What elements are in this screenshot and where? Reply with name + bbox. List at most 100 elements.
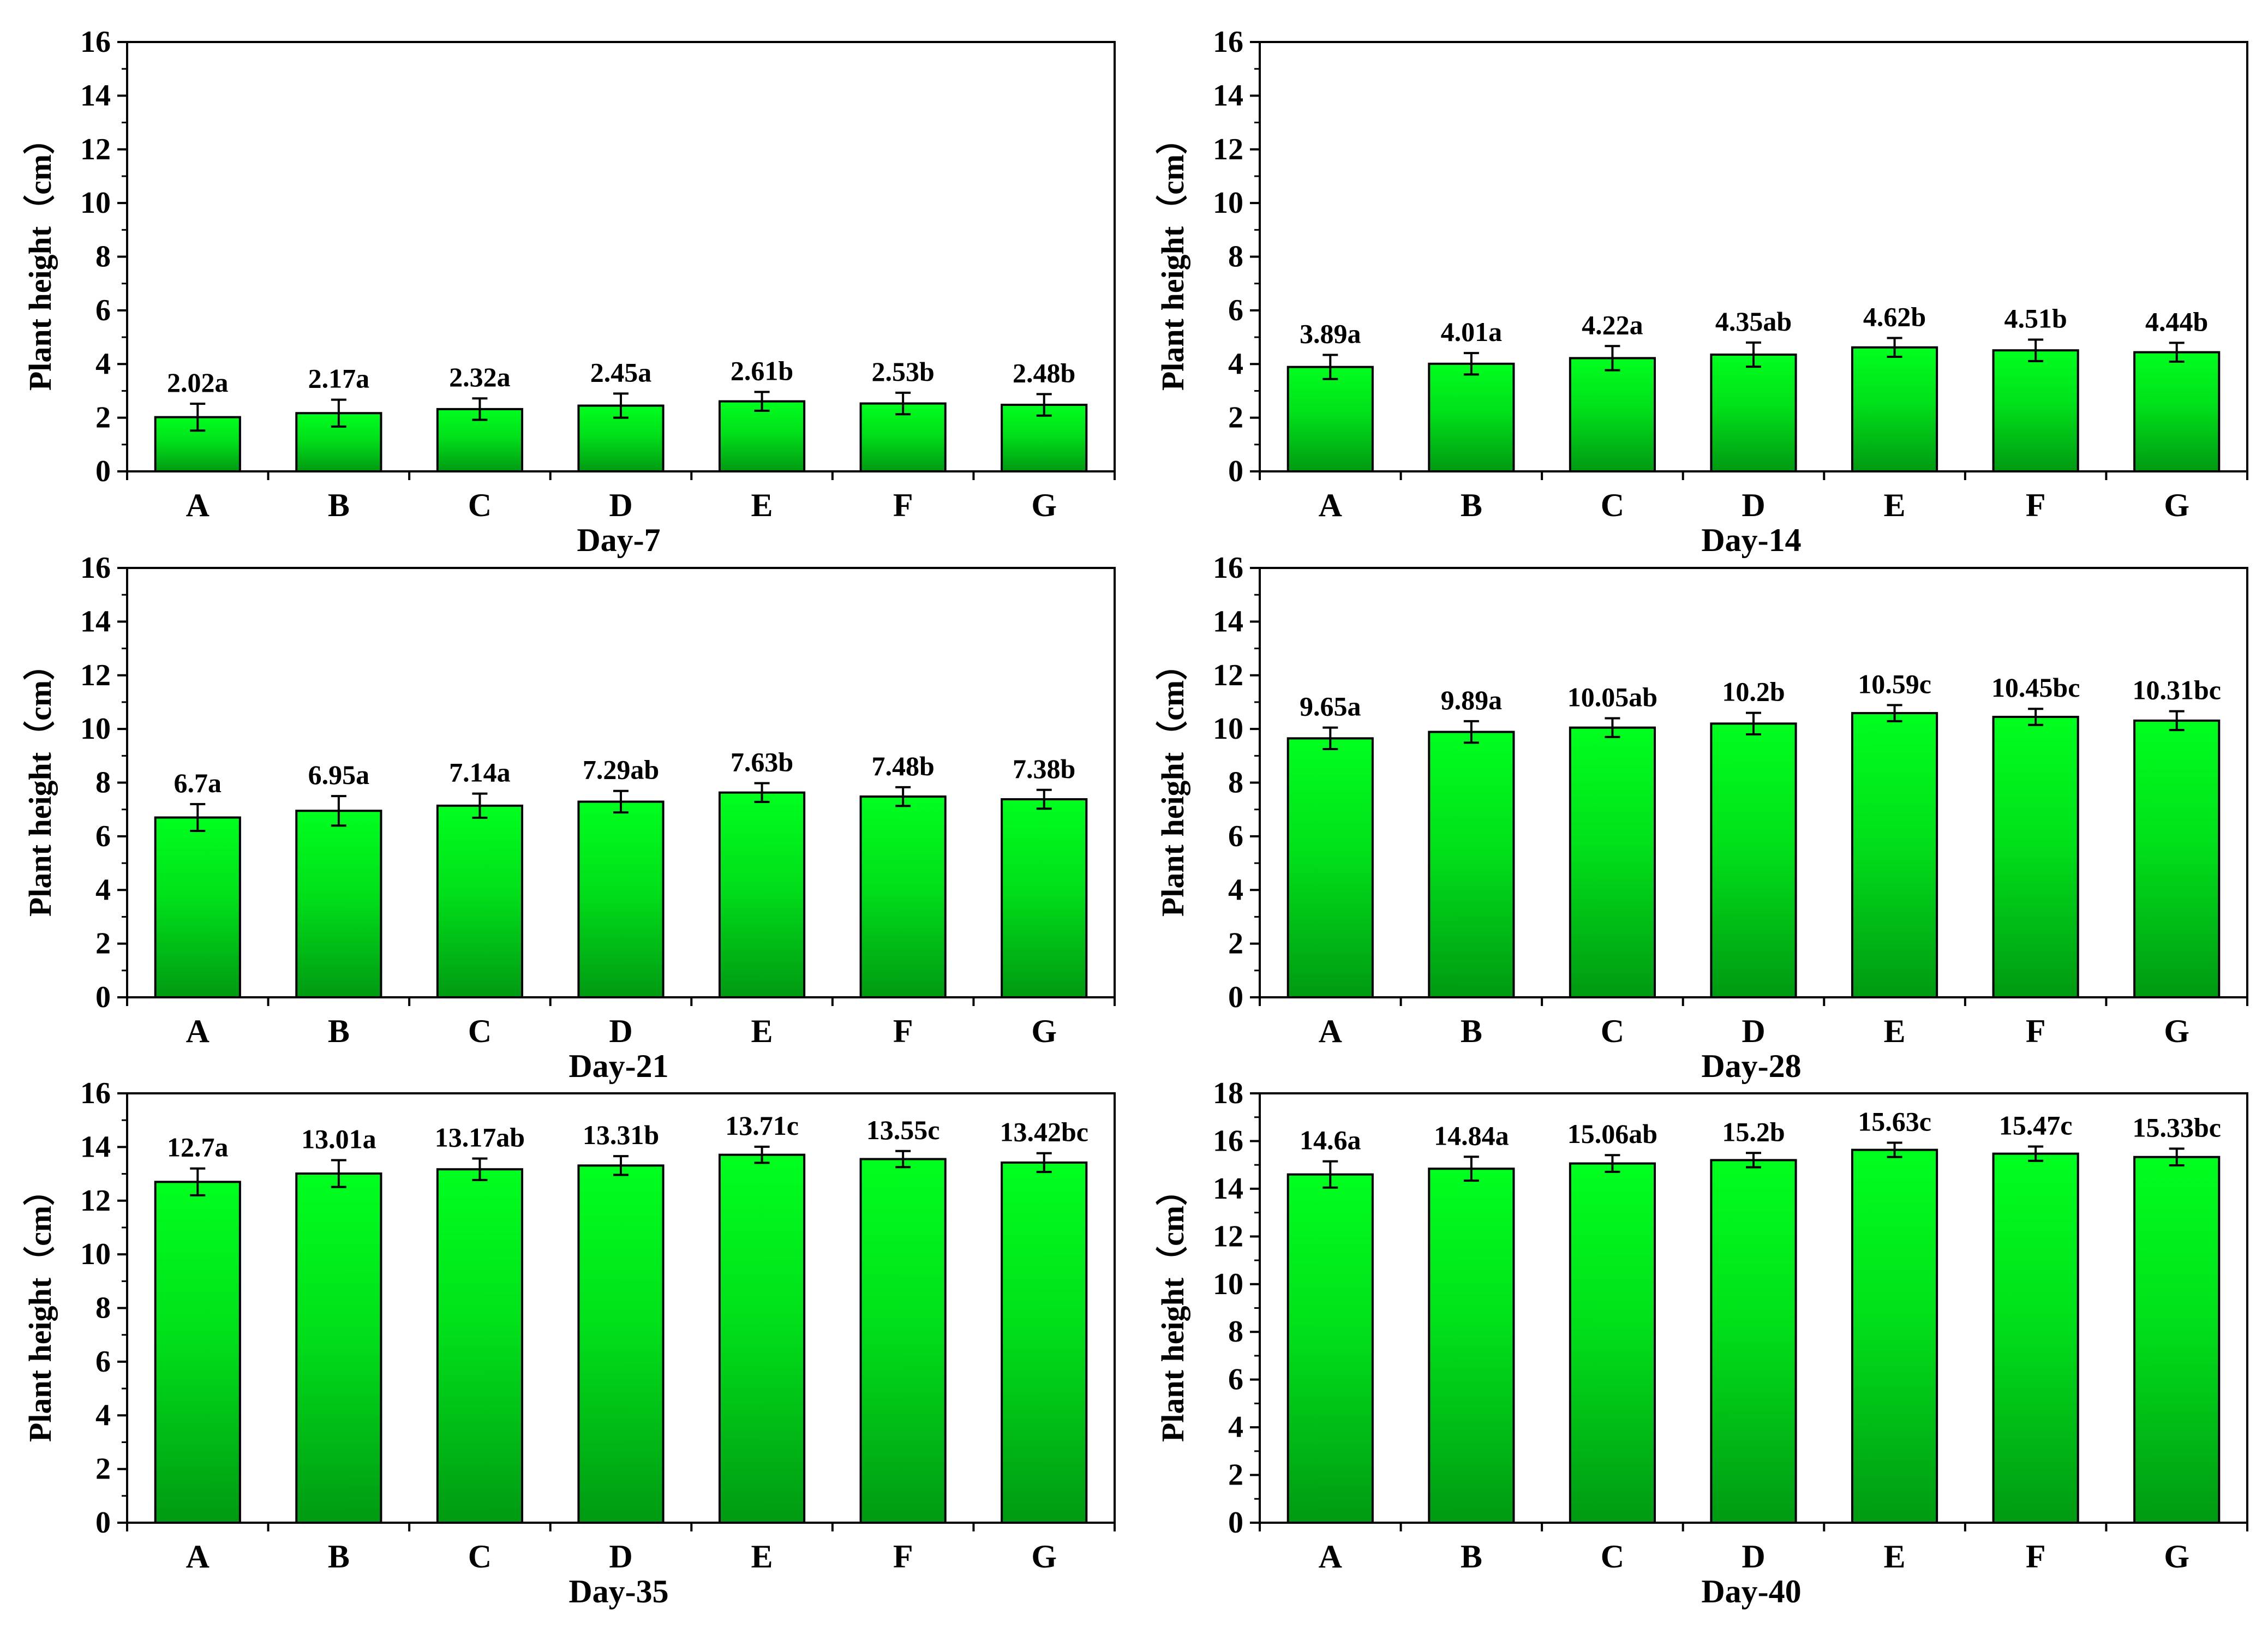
data-label: 7.38b [1013, 753, 1075, 784]
y-tick-label: 12 [80, 659, 111, 692]
bar-G [1001, 1161, 1088, 1524]
bar-C [1569, 357, 1656, 473]
x-tick-label: E [751, 1013, 773, 1049]
data-label: 2.17a [308, 363, 370, 394]
x-tick-label: C [1601, 487, 1624, 523]
bar-D [1710, 722, 1797, 998]
x-tick-label: A [186, 1013, 210, 1049]
data-label: 9.65a [1300, 691, 1361, 722]
data-label: 3.89a [1300, 319, 1361, 349]
data-label: 2.48b [1013, 357, 1075, 388]
y-tick-label: 10 [80, 186, 111, 220]
y-tick-label: 12 [1213, 133, 1243, 166]
data-label: 12.7a [167, 1132, 229, 1163]
bar-A [1286, 366, 1374, 473]
data-label: 13.01a [301, 1123, 376, 1154]
x-tick-label: A [186, 487, 210, 523]
x-tick-label: B [1461, 1013, 1482, 1049]
y-tick-label: 6 [95, 1345, 111, 1379]
bar-G [1001, 798, 1088, 998]
y-tick-label: 8 [95, 766, 111, 800]
x-tick-label: C [1601, 1013, 1624, 1049]
chart-title: Day-21 [569, 1048, 668, 1084]
y-tick-label: 8 [1228, 240, 1243, 274]
x-tick-label: C [468, 487, 492, 523]
x-tick-label: A [1319, 1013, 1342, 1049]
x-tick-label: F [2026, 1539, 2046, 1575]
data-label: 13.31b [583, 1120, 659, 1150]
data-label: 2.45a [590, 357, 652, 387]
y-tick-label: 16 [80, 25, 111, 59]
chart-panel-5: 12.7a A 13.01a B 13.17ab C 13.31b D 13.71c E 13.55… [22, 1076, 1116, 1609]
y-tick-label: 14 [1213, 604, 1243, 638]
x-tick-label: D [609, 1539, 632, 1575]
bar-C [1569, 726, 1656, 999]
x-tick-label: F [893, 1539, 913, 1575]
x-tick-label: C [468, 1539, 492, 1575]
y-tick-label: 2 [1228, 1458, 1243, 1492]
y-tick-label: 6 [1228, 1363, 1243, 1397]
x-tick-label: E [751, 1539, 773, 1575]
x-tick-label: F [893, 487, 913, 523]
x-tick-label: G [1031, 1539, 1057, 1575]
data-label: 7.14a [449, 757, 511, 788]
x-tick-label: B [328, 1539, 350, 1575]
x-tick-label: E [751, 487, 773, 523]
y-tick-label: 16 [1213, 551, 1243, 585]
bar-B [1428, 731, 1515, 999]
bar-D [1710, 1159, 1797, 1524]
y-tick-label: 10 [80, 712, 111, 746]
data-label: 10.45bc [1991, 672, 2080, 703]
data-label: 4.01a [1441, 316, 1503, 347]
x-tick-label: B [1461, 487, 1482, 523]
bar-E [719, 400, 806, 472]
bar-A [154, 1181, 241, 1524]
bar-A [154, 816, 241, 998]
bar-F [1992, 349, 2079, 472]
y-tick-label: 10 [1213, 186, 1243, 220]
y-tick-label: 0 [95, 980, 111, 1014]
y-tick-label: 2 [95, 927, 111, 961]
data-label: 4.22a [1582, 309, 1643, 340]
bar-C [436, 804, 523, 999]
data-label: 10.31bc [2132, 675, 2221, 705]
data-label: 15.47c [1999, 1110, 2073, 1141]
y-axis-label: Plant height（cm） [22, 123, 58, 391]
data-label: 10.2b [1722, 677, 1785, 707]
y-tick-label: 12 [80, 133, 111, 166]
x-tick-label: D [1742, 1539, 1765, 1575]
y-tick-label: 14 [80, 604, 111, 638]
x-tick-label: B [1461, 1539, 1482, 1575]
y-axis-label: Plant height（cm） [22, 1174, 58, 1442]
x-tick-label: E [1884, 1539, 1906, 1575]
x-tick-label: C [1601, 1539, 1624, 1575]
data-label: 4.62b [1863, 302, 1926, 332]
x-tick-label: G [2164, 1539, 2189, 1575]
data-label: 6.7a [174, 768, 222, 798]
bar-E [1851, 712, 1938, 998]
y-axis-label: Plant height（cm） [1155, 1174, 1190, 1442]
bar-F [1992, 1152, 2079, 1524]
y-tick-label: 0 [1228, 1506, 1243, 1540]
data-label: 2.02a [167, 367, 229, 398]
chart-title: Day-14 [1701, 522, 1801, 558]
data-label: 14.84a [1434, 1120, 1509, 1151]
y-tick-label: 12 [1213, 1219, 1243, 1253]
data-label: 15.63c [1858, 1106, 1931, 1137]
y-tick-label: 2 [95, 1452, 111, 1486]
y-tick-label: 0 [1228, 454, 1243, 488]
data-label: 6.95a [308, 759, 370, 790]
y-tick-label: 8 [95, 240, 111, 274]
data-label: 2.32a [449, 362, 511, 392]
data-label: 13.42bc [1000, 1117, 1088, 1147]
y-tick-label: 16 [1213, 25, 1243, 59]
y-tick-label: 6 [95, 294, 111, 327]
chart-title: Day-35 [569, 1573, 668, 1609]
x-tick-label: F [893, 1013, 913, 1049]
data-label: 10.59c [1858, 668, 1931, 699]
y-tick-label: 2 [95, 401, 111, 435]
y-tick-label: 2 [1228, 927, 1243, 961]
y-tick-label: 8 [95, 1291, 111, 1325]
bar-B [1428, 1168, 1515, 1524]
bar-B [295, 1172, 382, 1524]
